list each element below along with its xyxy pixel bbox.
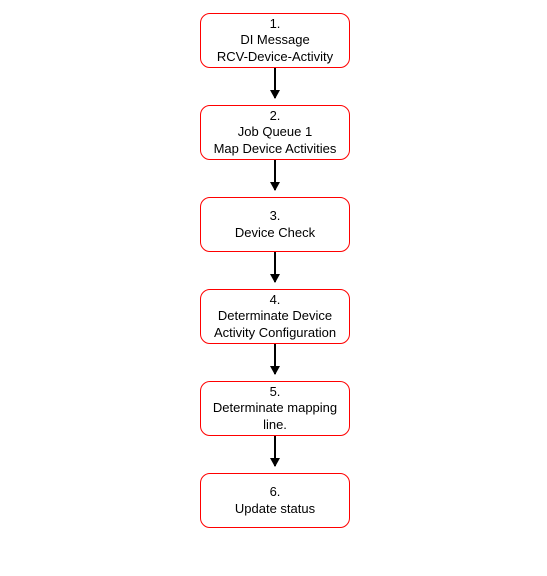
- node-number: 2.: [270, 108, 281, 124]
- node-number: 5.: [270, 384, 281, 400]
- flow-node-4: 4.Determinate DeviceActivity Configurati…: [200, 289, 350, 344]
- flowchart-container: 1.DI MessageRCV-Device-Activity 2.Job Que…: [0, 0, 547, 576]
- node-number: 1.: [270, 16, 281, 32]
- flow-node-3: 3.Device Check: [200, 197, 350, 252]
- node-line: Job Queue 1: [238, 124, 312, 140]
- arrow-n3-n4: [274, 252, 276, 282]
- node-line: Update status: [235, 501, 315, 517]
- node-number: 3.: [270, 208, 281, 224]
- node-line: Map Device Activities: [214, 141, 337, 157]
- node-line: RCV-Device-Activity: [217, 49, 333, 65]
- arrow-n5-n6: [274, 436, 276, 466]
- arrow-n4-n5: [274, 344, 276, 374]
- flow-node-5: 5.Determinate mappingline.: [200, 381, 350, 436]
- node-line: line.: [263, 417, 287, 433]
- node-line: Device Check: [235, 225, 315, 241]
- arrow-n1-n2: [274, 68, 276, 98]
- node-line: Determinate mapping: [213, 400, 337, 416]
- flow-node-6: 6.Update status: [200, 473, 350, 528]
- node-line: Activity Configuration: [214, 325, 336, 341]
- flow-node-2: 2.Job Queue 1Map Device Activities: [200, 105, 350, 160]
- arrow-n2-n3: [274, 160, 276, 190]
- node-line: DI Message: [240, 32, 309, 48]
- flow-node-1: 1.DI MessageRCV-Device-Activity: [200, 13, 350, 68]
- node-number: 6.: [270, 484, 281, 500]
- node-line: Determinate Device: [218, 308, 332, 324]
- node-number: 4.: [270, 292, 281, 308]
